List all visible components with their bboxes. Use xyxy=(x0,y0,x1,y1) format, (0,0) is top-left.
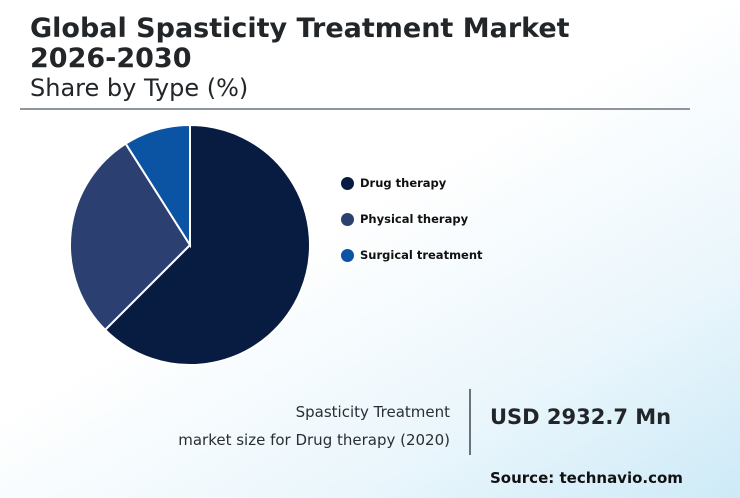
legend-item-drug-therapy: Drug therapy xyxy=(341,174,483,192)
chart-title: Global Spasticity Treatment Market 2026-… xyxy=(30,14,570,74)
legend-item-physical-therapy: Physical therapy xyxy=(341,210,483,228)
legend-item-surgical-treatment: Surgical treatment xyxy=(341,246,483,264)
highlight-value: USD 2932.7 Mn xyxy=(490,405,672,429)
legend-swatch xyxy=(341,248,354,262)
legend-swatch xyxy=(341,176,354,190)
chart-title-line-2: 2026-2030 xyxy=(30,43,192,74)
pie-slice-drug-therapy xyxy=(103,123,311,366)
source-credit: Source: technavio.com xyxy=(490,469,683,487)
chart-subtitle: Share by Type (%) xyxy=(30,74,249,102)
legend-label: Physical therapy xyxy=(360,212,469,226)
pie-slice-physical-therapy xyxy=(69,142,192,332)
header-divider xyxy=(20,108,690,110)
chart-legend: Drug therapy Physical therapy Surgical tre… xyxy=(341,174,483,282)
highlight-divider xyxy=(469,389,471,455)
highlight-label-line-2: market size for Drug therapy (2020) xyxy=(178,431,450,449)
highlight-label: Spasticity Treatment market size for Dru… xyxy=(178,398,450,454)
legend-swatch xyxy=(341,212,354,226)
pie-slice-surgical-treatment xyxy=(124,123,191,249)
highlight-label-line-1: Spasticity Treatment xyxy=(295,403,450,421)
legend-label: Drug therapy xyxy=(360,176,447,190)
legend-label: Surgical treatment xyxy=(360,248,483,262)
chart-title-line-1: Global Spasticity Treatment Market xyxy=(30,13,570,44)
